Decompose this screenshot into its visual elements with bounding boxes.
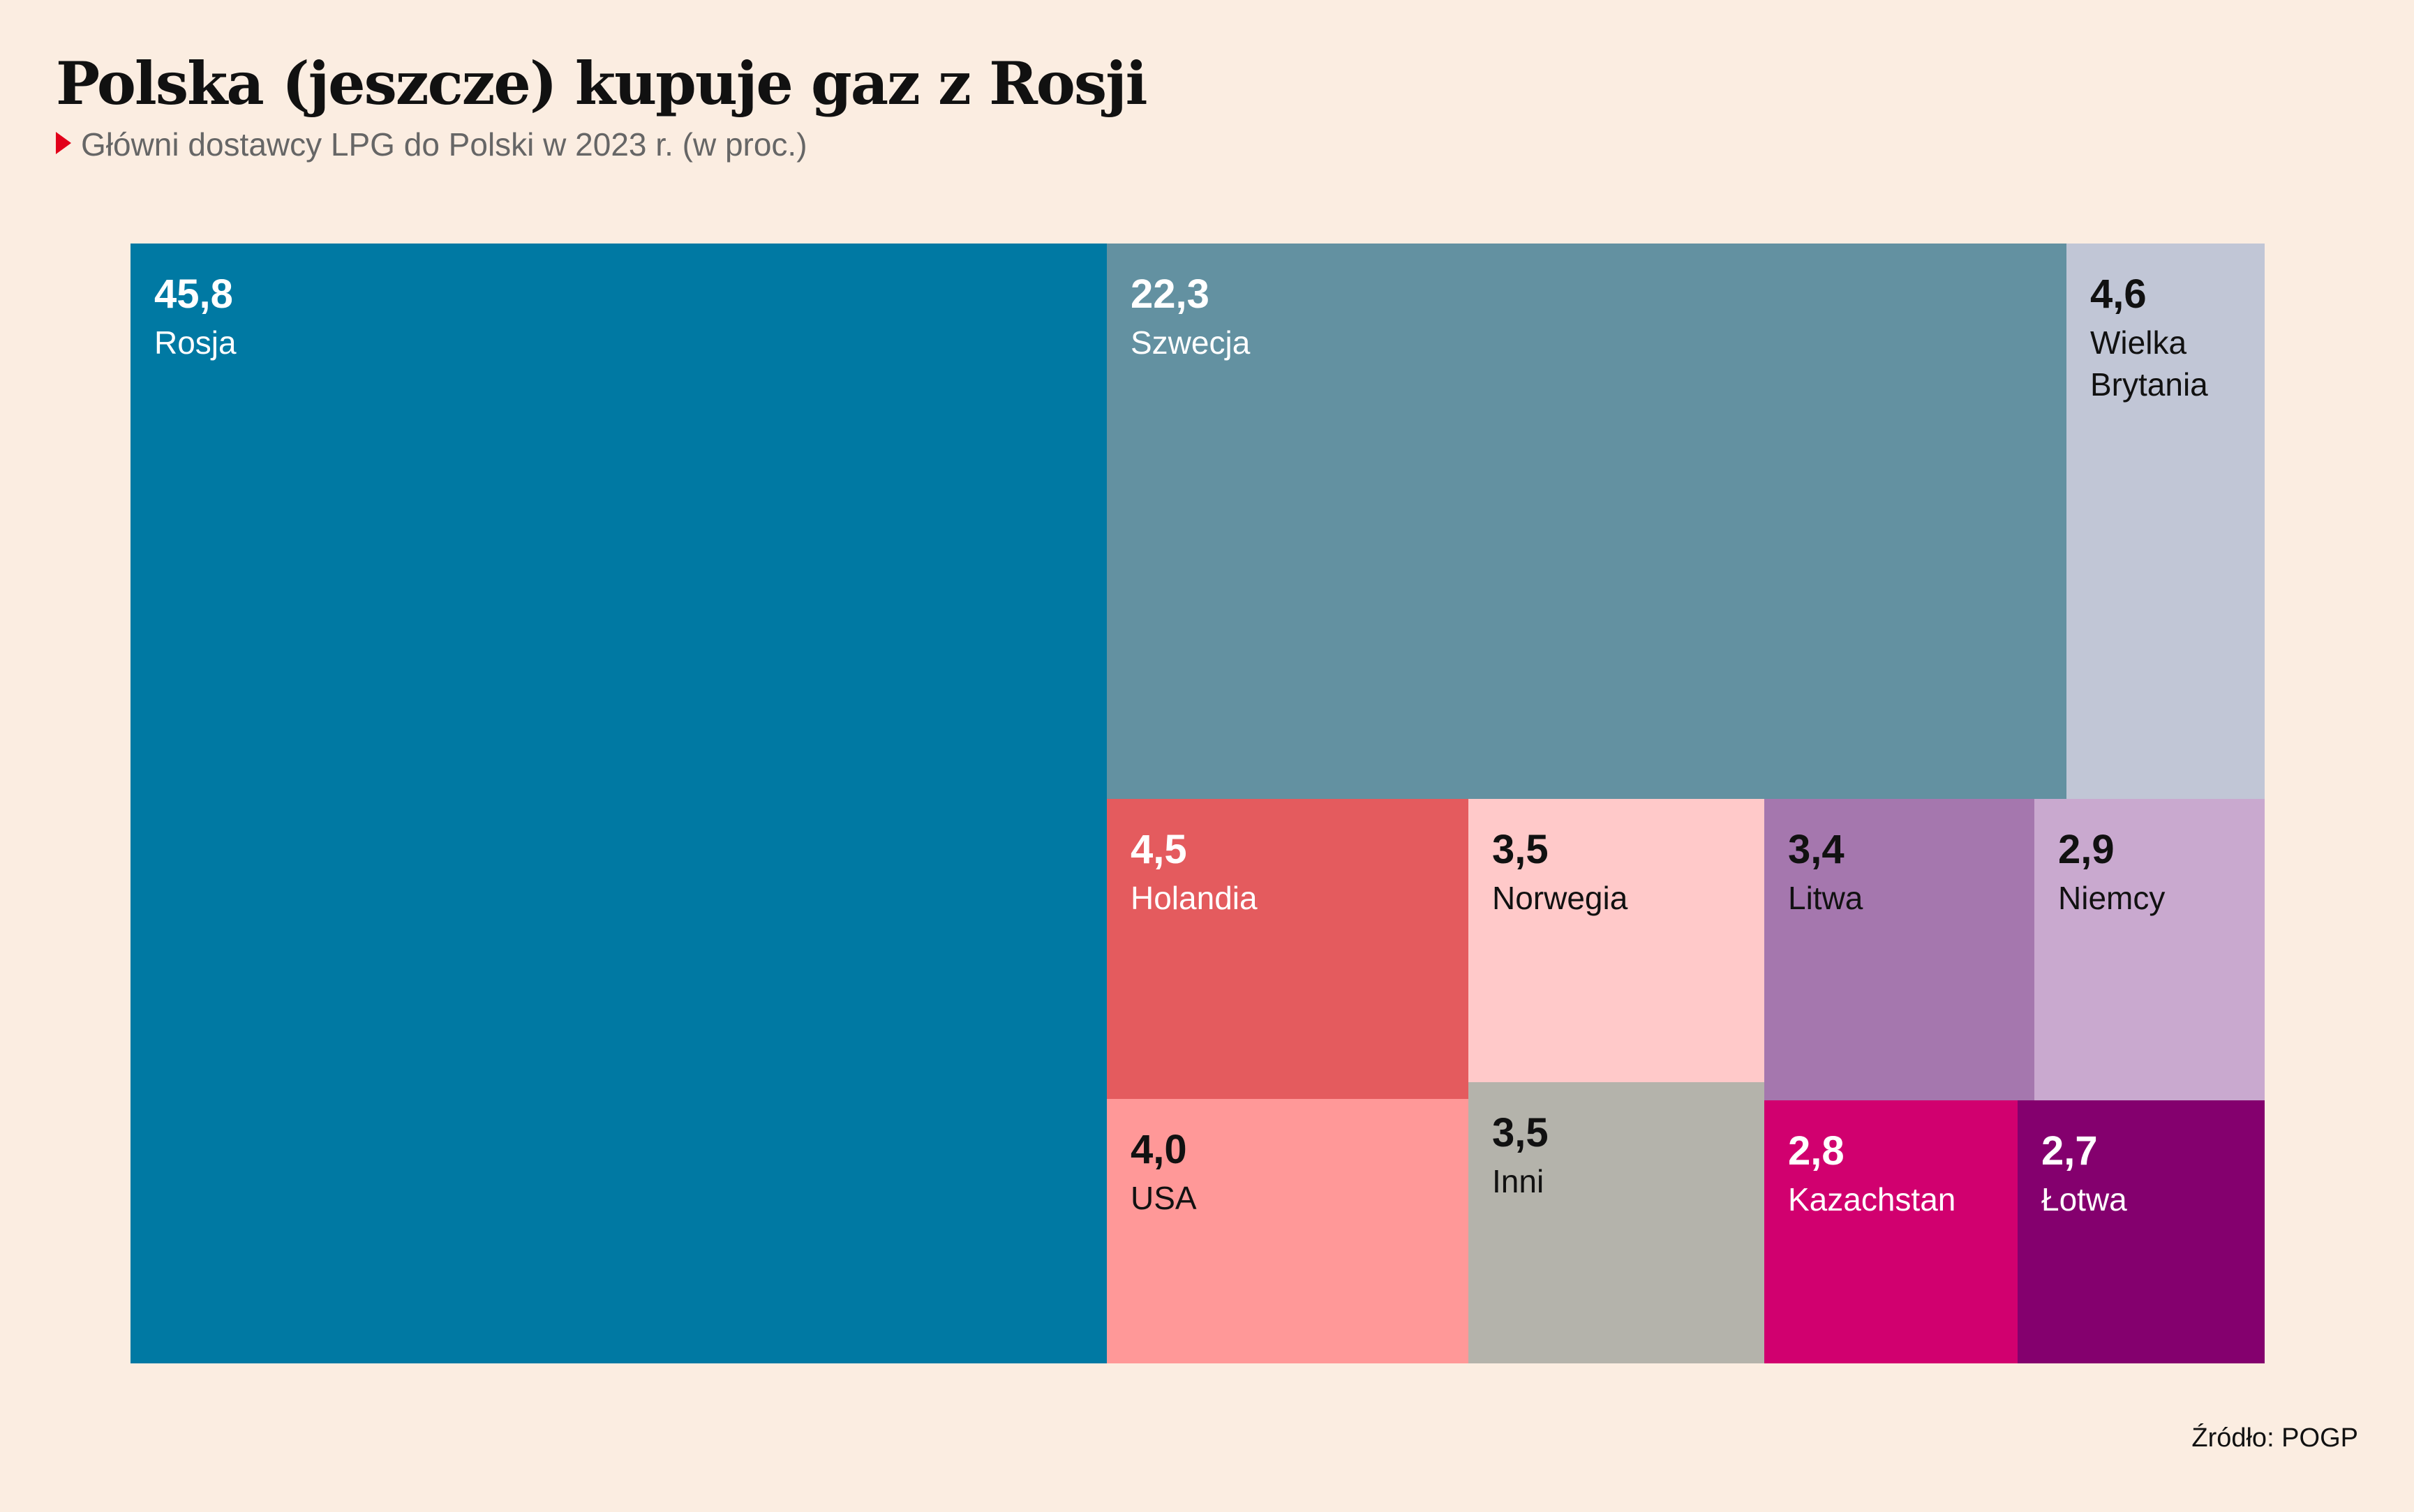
tile-value: 2,7 <box>2041 1128 2098 1174</box>
treemap-tile-kazachstan: 2,8 Kazachstan <box>1764 1100 2018 1363</box>
tile-label: Niemcy <box>2058 880 2166 916</box>
tile-label: Łotwa <box>2041 1181 2127 1218</box>
tile-label: Norwegia <box>1492 880 1628 916</box>
chart-subtitle: Główni dostawcy LPG do Polski w 2023 r. … <box>56 126 807 163</box>
treemap-tile-inni: 3,5 Inni <box>1468 1082 1764 1363</box>
chart-title: Polska (jeszcze) kupuje gaz z Rosji <box>56 49 1148 118</box>
tile-value: 3,5 <box>1492 827 1549 872</box>
treemap-tile-litwa: 3,4 Litwa <box>1764 799 2034 1100</box>
tile-value: 2,9 <box>2058 827 2115 872</box>
tile-label: Holandia <box>1131 880 1258 916</box>
treemap-tile-szwecja: 22,3 Szwecja <box>1107 244 2066 799</box>
tile-value: 45,8 <box>154 271 233 317</box>
subtitle-text: Główni dostawcy LPG do Polski w 2023 r. … <box>81 126 807 163</box>
treemap-tile-rosja: 45,8 Rosja <box>131 244 1107 1363</box>
tile-label: Szwecja <box>1131 324 1251 361</box>
tile-value: 4,6 <box>2090 271 2147 317</box>
tile-label: Inni <box>1492 1163 1544 1199</box>
triangle-marker-icon <box>56 132 71 154</box>
treemap-tile-łotwa: 2,7 Łotwa <box>2018 1100 2265 1363</box>
tile-label: Wielka Brytania <box>2090 324 2208 403</box>
treemap-tile-niemcy: 2,9 Niemcy <box>2034 799 2265 1100</box>
tile-label: Rosja <box>154 324 237 361</box>
treemap-tile-wielka-brytania: 4,6 Wielka Brytania <box>2066 244 2265 799</box>
tile-value: 2,8 <box>1788 1128 1845 1174</box>
tile-label: USA <box>1131 1180 1197 1216</box>
tile-value: 4,0 <box>1131 1127 1187 1172</box>
tile-value: 22,3 <box>1131 271 1209 317</box>
treemap-tile-holandia: 4,5 Holandia <box>1107 799 1468 1099</box>
tile-label: Litwa <box>1788 880 1863 916</box>
source-note: Źródło: POGP <box>2191 1423 2358 1453</box>
tile-value: 3,4 <box>1788 827 1845 872</box>
tile-label: Kazachstan <box>1788 1181 1956 1218</box>
tile-value: 4,5 <box>1131 827 1187 872</box>
treemap-tile-norwegia: 3,5 Norwegia <box>1468 799 1764 1082</box>
tile-value: 3,5 <box>1492 1110 1549 1155</box>
treemap-tile-usa: 4,0 USA <box>1107 1099 1468 1363</box>
